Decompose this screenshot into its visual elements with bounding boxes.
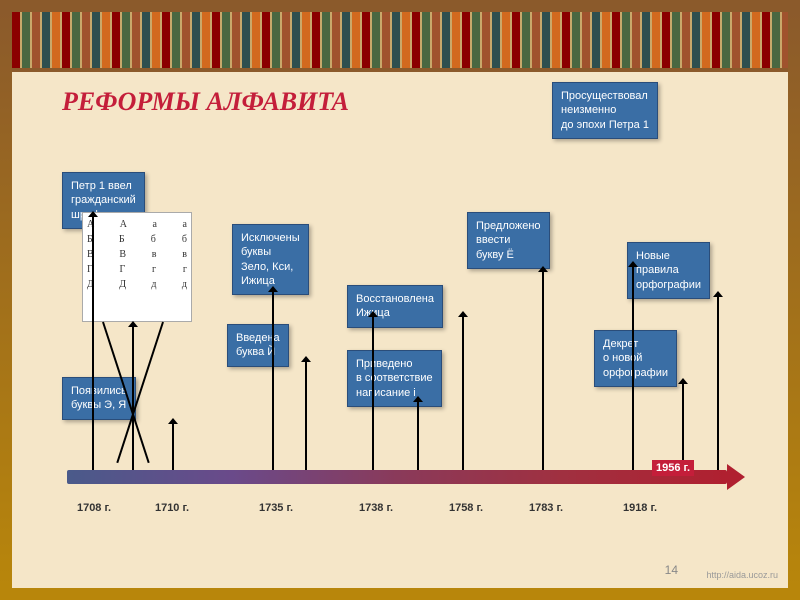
year-label: 1918 г. [620,502,660,514]
year-1956-badge: 1956 г. [652,460,694,476]
event-restored: Восстановлена Ижица [347,285,443,328]
page-title: РЕФОРМЫ АЛФАВИТА [62,87,349,117]
footer-url: http://aida.ucoz.ru [706,570,778,580]
timeline-tick [92,217,94,470]
year-label: 1708 г. [74,502,114,514]
event-privedeno: Приведено в соответствие написание i [347,350,442,407]
timeline-tick [172,424,174,470]
year-label: 1735 г. [256,502,296,514]
event-decree: Декрет о новой орфографии [594,330,677,387]
year-label: 1783 г. [526,502,566,514]
event-vvedena: Введена буква Й [227,324,289,367]
event-appeared: Появились буквы Э, Я [62,377,136,420]
timeline-tick [542,272,544,470]
event-rules: Новые правила орфографии [627,242,710,299]
page-number: 14 [665,563,678,577]
timeline-tick [682,384,684,470]
year-label: 1710 г. [152,502,192,514]
timeline-content: РЕФОРМЫ АЛФАВИТА Петр 1 ввел гражданский… [12,72,788,582]
year-label: 1758 г. [446,502,486,514]
event-existed: Просуществовал неизменно до эпохи Петра … [552,82,658,139]
timeline-tick [632,267,634,470]
timeline-tick [462,317,464,470]
timeline-tick [372,317,374,470]
event-excluded: Исключены буквы Зело, Кси, Ижица [232,224,309,295]
timeline-tick [132,327,134,470]
event-predlozheno: Предложено ввести букву Ё [467,212,550,269]
timeline-tick [417,402,419,470]
timeline-tick [717,297,719,470]
timeline-tick [272,292,274,470]
alphabet-table-image: ААааББббВВввГГггДДдд [82,212,192,322]
year-label: 1738 г. [356,502,396,514]
books-header-decoration [12,12,788,72]
timeline-tick [305,362,307,470]
timeline-arrow [67,470,727,484]
